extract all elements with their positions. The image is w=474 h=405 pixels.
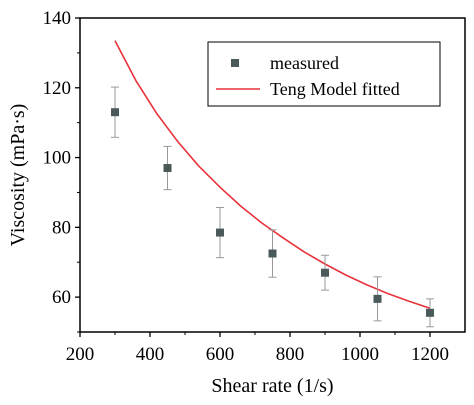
measured-point: [216, 228, 224, 237]
y-tick-label: 60: [52, 287, 71, 308]
x-tick-label: 200: [66, 344, 95, 365]
legend-marker-measured: [231, 59, 239, 67]
y-tick-label: 120: [43, 78, 72, 99]
x-axis-ticks: 200 400 600 800 1000 1200: [66, 332, 449, 365]
legend-box: [207, 41, 441, 107]
legend-label-measured: measured: [270, 53, 339, 73]
x-axis-title: Shear rate (1/s): [211, 375, 333, 397]
measured-points-layer: [111, 86, 434, 328]
y-tick-label: 140: [43, 8, 72, 29]
x-tick-label: 1200: [411, 344, 449, 365]
legend-label-fitted: Teng Model fitted: [270, 79, 400, 99]
measured-point: [163, 164, 172, 173]
x-tick-label: 1000: [341, 344, 379, 365]
y-tick-label: 80: [52, 217, 71, 238]
x-tick-label: 400: [136, 344, 165, 365]
x-tick-label: 800: [276, 344, 305, 365]
y-tick-label: 100: [43, 148, 72, 169]
x-tick-label: 600: [206, 344, 235, 365]
plot-frame: [79, 17, 466, 333]
legend: measured Teng Model fitted: [207, 41, 441, 107]
measured-point: [111, 108, 119, 117]
y-axis-title: Viscosity (mPa·s): [7, 104, 29, 247]
measured-point: [373, 294, 382, 303]
measured-point: [268, 249, 277, 258]
y-axis-ticks: 60 80 100 120 140: [43, 8, 80, 333]
measured-point: [426, 308, 434, 317]
measured-point: [321, 268, 329, 277]
